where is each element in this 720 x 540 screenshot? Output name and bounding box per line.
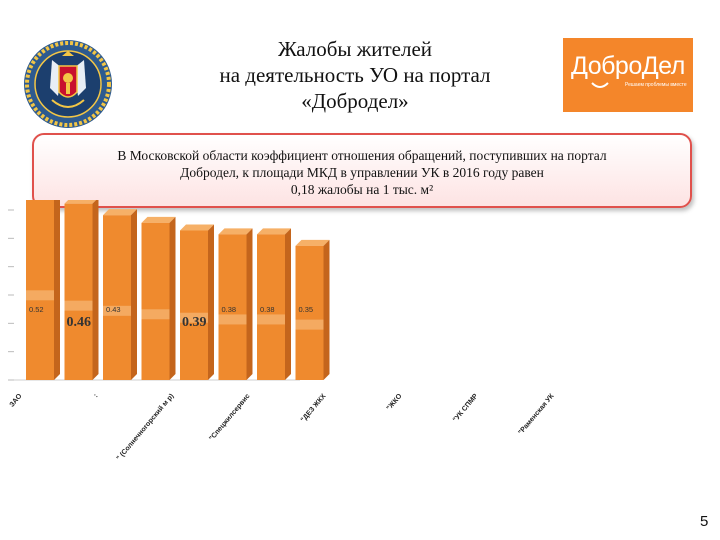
bar-top (103, 209, 137, 216)
bar (26, 200, 54, 380)
bar-top (141, 216, 176, 223)
bar-highlight (295, 319, 324, 330)
category-label: ЗАО (9, 392, 24, 408)
bar-side (285, 228, 291, 380)
bar (295, 245, 324, 380)
bar-side (323, 239, 330, 380)
data-label: 0.38 (222, 305, 237, 314)
logo-name: ДоброДел (571, 52, 685, 80)
title-line-2: на деятельность УО на портал (219, 63, 491, 87)
slide-title: Жалобы жителей на деятельность УО на пор… (150, 36, 560, 114)
bar-highlight (103, 305, 131, 316)
info-callout: В Московской области коэффициент отношен… (32, 133, 692, 208)
callout-line-2: Добродел, к площади МКД в управлении УК … (180, 165, 544, 180)
bar-side (208, 224, 214, 380)
category-label: "ДЕЗ ЖКХ (300, 393, 328, 424)
bar-top (295, 239, 330, 246)
callout-line-1: В Московской области коэффициент отношен… (117, 148, 607, 163)
category-label: "Спецжилсервис (208, 393, 251, 443)
data-label: 0.43 (106, 305, 121, 314)
bar (64, 203, 93, 380)
bar-top (257, 228, 291, 235)
bar-side (169, 216, 176, 380)
smile-icon (591, 82, 609, 88)
bar-top (64, 200, 97, 204)
bar-top (180, 224, 214, 231)
bar (141, 222, 170, 380)
category-label: " (Солнечногорский м р) (115, 392, 176, 462)
dobrodel-logo: ДоброДел Решаем проблемы вместе (563, 38, 693, 112)
data-label: 0.46 (67, 315, 92, 330)
category-label: "ЖКО (386, 392, 404, 412)
page-number: 5 (700, 513, 709, 530)
bar (218, 234, 247, 380)
bar-side (246, 228, 253, 380)
bar-highlight (180, 312, 208, 323)
callout-line-3: 0,18 жалобы на 1 тыс. м² (290, 182, 434, 197)
bar-highlight (141, 309, 170, 320)
bar-highlight (26, 290, 54, 301)
logo-subtitle: Решаем проблемы вместе (625, 82, 687, 88)
data-label: 0.39 (182, 315, 207, 330)
bar-side (54, 200, 60, 380)
bar-top (218, 228, 253, 235)
bar (180, 230, 208, 380)
bar-side (92, 200, 99, 380)
bar-highlight (218, 314, 247, 325)
category-label: : (93, 393, 100, 399)
title-line-1: Жалобы жителей (277, 37, 433, 61)
category-label: "Раменская УК (517, 392, 556, 436)
data-label: 0.52 (29, 305, 44, 314)
title-line-3: «Добродел» (301, 89, 409, 113)
category-label: "УК СПМР (452, 393, 480, 424)
bar (103, 215, 131, 380)
bar-highlight (257, 314, 285, 325)
data-label: 0.35 (299, 305, 314, 314)
bar-side (131, 209, 137, 380)
bar-chart: 0.52 0.46 0.43 0.39 0.38 0.38 0.35 ЗАО: " (Солне… (8, 200, 556, 462)
data-label: 0.38 (260, 305, 275, 314)
coat-of-arms-emblem (24, 40, 112, 128)
bar-highlight (64, 300, 93, 311)
bar (257, 234, 285, 380)
